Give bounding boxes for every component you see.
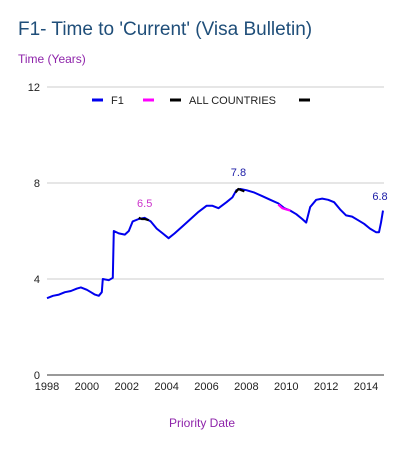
x-tick-label: 2000 bbox=[75, 381, 99, 393]
y-tick-label: 0 bbox=[34, 370, 40, 382]
x-tick-label: 2004 bbox=[154, 381, 178, 393]
x-tick-label: 2014 bbox=[354, 381, 378, 393]
x-tick-label: 2010 bbox=[274, 381, 298, 393]
data-label: 6.5 bbox=[137, 198, 152, 210]
x-tick-label: 2006 bbox=[194, 381, 218, 393]
x-tick-label: 2002 bbox=[115, 381, 139, 393]
x-tick-label: 1998 bbox=[35, 381, 59, 393]
y-tick-label: 4 bbox=[34, 274, 40, 286]
data-label: 6.8 bbox=[372, 191, 387, 203]
x-axis-title: Priority Date bbox=[168, 416, 236, 430]
y-tick-label: 8 bbox=[34, 178, 40, 190]
data-label: 7.8 bbox=[231, 167, 246, 179]
legend-label: ALL COUNTRIES bbox=[189, 95, 276, 107]
y-axis-title: Time (Years) bbox=[18, 52, 86, 66]
x-tick-label: 2008 bbox=[234, 381, 258, 393]
series-line bbox=[46, 188, 384, 300]
y-tick-label: 12 bbox=[28, 82, 40, 94]
series-line bbox=[138, 216, 150, 222]
x-tick-label: 2012 bbox=[314, 381, 338, 393]
chart-title: F1- Time to 'Current' (Visa Bulletin) bbox=[18, 19, 313, 40]
series-line bbox=[277, 203, 291, 212]
series-line bbox=[234, 187, 245, 194]
legend-label: F1 bbox=[111, 95, 124, 107]
